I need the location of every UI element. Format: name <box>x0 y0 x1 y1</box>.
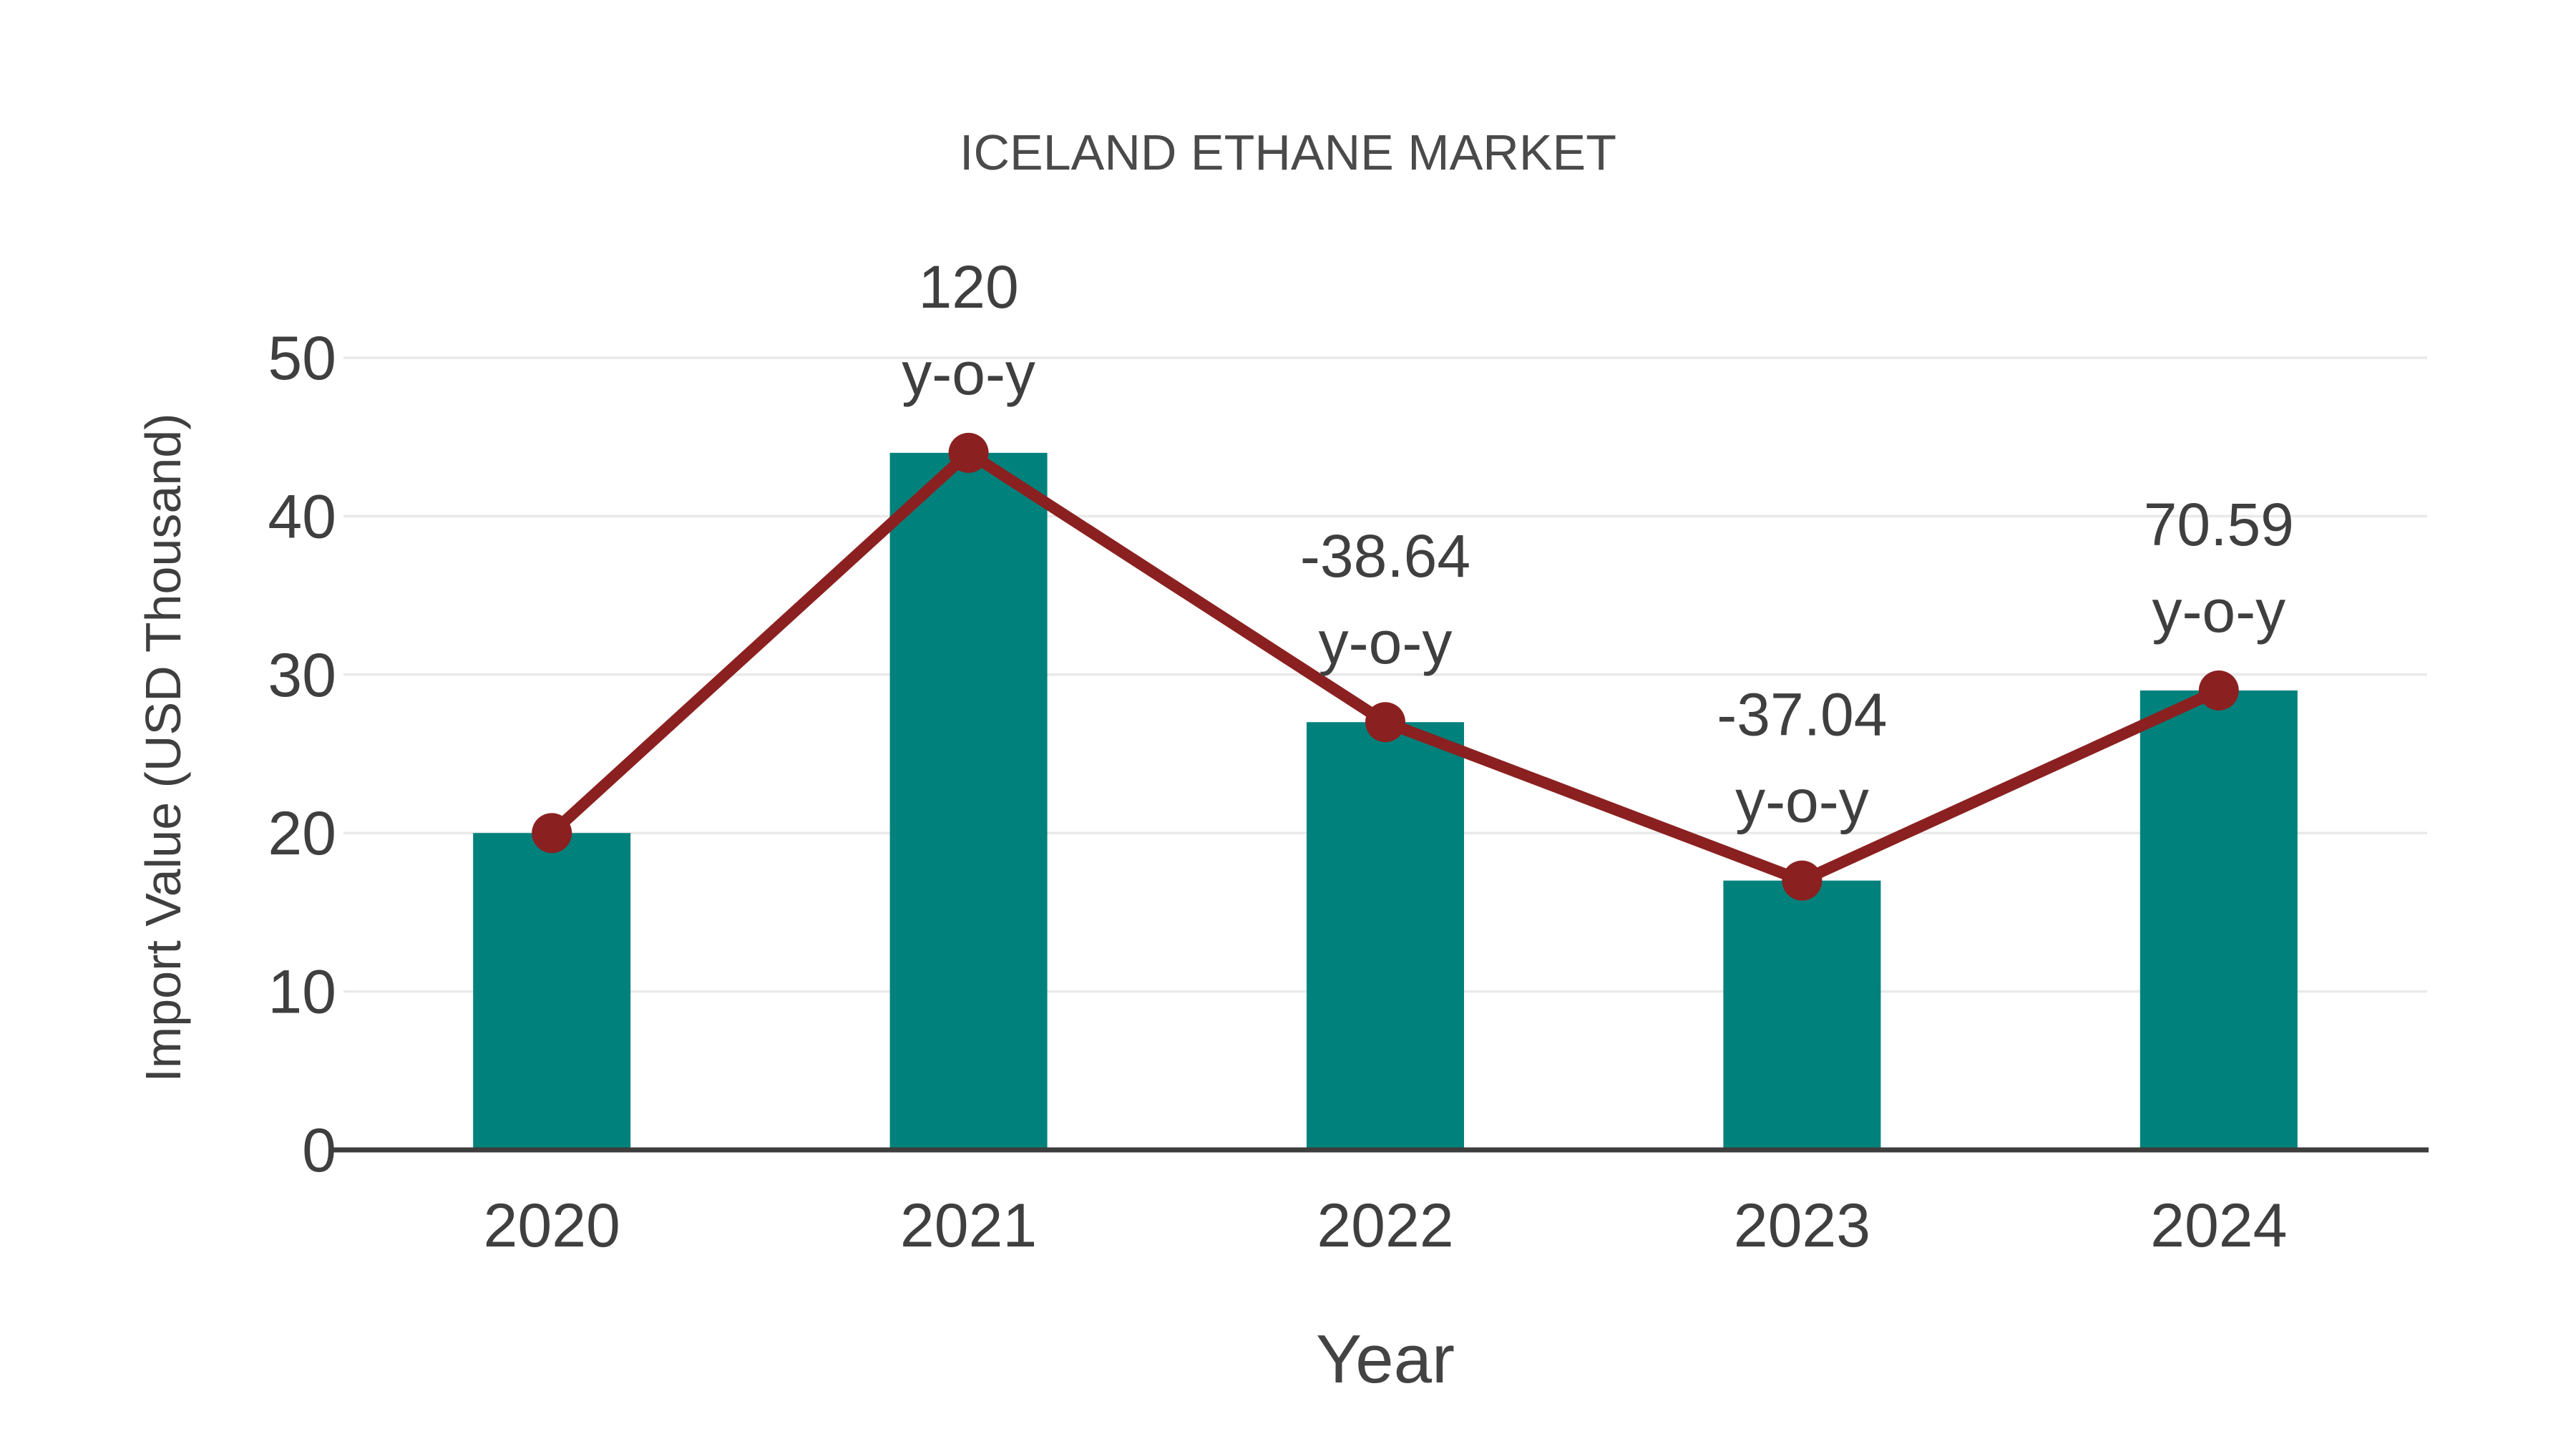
annotation-value-2024: 70.59 <box>2144 491 2294 558</box>
bar-2020 <box>473 833 631 1150</box>
annotation-value-2022: -38.64 <box>1300 522 1470 590</box>
bar-2021 <box>889 452 1048 1150</box>
annotation-yoy-2021: y-o-y <box>902 340 1035 407</box>
annotation-value-2023: -37.04 <box>1717 681 1887 748</box>
marker-2022 <box>1365 702 1405 743</box>
marker-2023 <box>1782 860 1823 901</box>
annotation-value-2021: 120 <box>919 253 1019 321</box>
y-tick-label-20: 20 <box>268 799 336 868</box>
x-axis-title: Year <box>1316 1321 1455 1397</box>
x-tick-label-2023: 2023 <box>1734 1191 1870 1260</box>
annotation-yoy-2022: y-o-y <box>1319 609 1453 676</box>
bar-series <box>473 452 2298 1150</box>
marker-2024 <box>2198 670 2239 711</box>
y-tick-label-30: 30 <box>268 641 336 710</box>
annotation-yoy-2024: y-o-y <box>2152 577 2285 645</box>
x-tick-label-2022: 2022 <box>1317 1191 1453 1260</box>
y-tick-label-40: 40 <box>268 482 336 551</box>
bar-2024 <box>2140 690 2298 1150</box>
gridlines <box>343 356 2427 993</box>
chart-title: ICELAND ETHANE MARKET <box>960 125 1616 180</box>
y-axis-title: Import Value (USD Thousand) <box>135 413 191 1082</box>
annotation-yoy-2023: y-o-y <box>1735 768 1869 835</box>
bar-2022 <box>1307 722 1464 1150</box>
marker-2021 <box>948 432 989 473</box>
y-tick-label-10: 10 <box>268 958 336 1027</box>
trend-line-series <box>532 432 2239 901</box>
y-tick-label-50: 50 <box>268 324 336 393</box>
marker-2020 <box>532 813 572 854</box>
x-tick-label-2021: 2021 <box>900 1191 1037 1260</box>
bar-2023 <box>1723 880 1881 1150</box>
yoy-annotations: 120 y-o-y -38.64 y-o-y -37.04 y-o-y 70.59 y-o-y <box>902 253 2294 835</box>
x-tick-label-2024: 2024 <box>2150 1191 2287 1260</box>
x-tick-label-2020: 2020 <box>484 1191 620 1260</box>
x-axis-tick-labels: 2020 2021 2022 2023 2024 <box>484 1191 2288 1260</box>
